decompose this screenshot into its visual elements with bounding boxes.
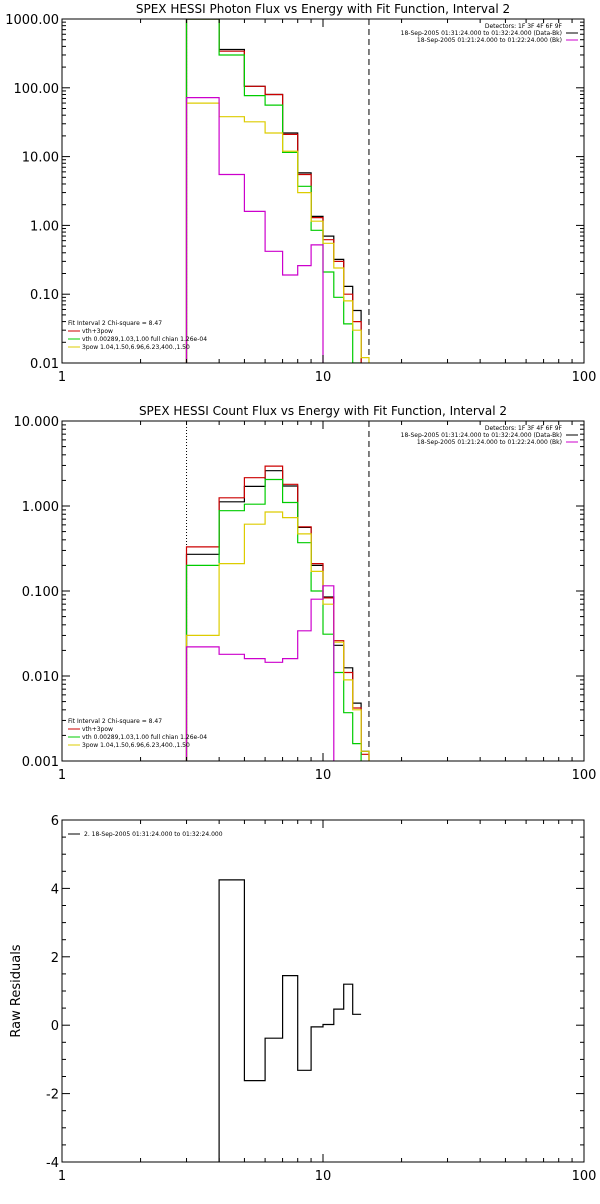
x-tick-label: 10 [315, 370, 332, 385]
legend-title: Fit Interval 2 Chi-square = 8.47 [68, 320, 162, 327]
legend-entry: vth 0.00289,1.03,1.00 full chian 1.26e-0… [82, 336, 207, 343]
annotation-text: 18-Sep-2005 01:31:24.000 to 01:32:24.000… [401, 432, 562, 439]
y-tick-label: 1.00 [30, 219, 59, 234]
y-tick-label: 2 [51, 951, 59, 966]
x-tick-label: 10 [315, 768, 332, 783]
chart-title: SPEX HESSI Count Flux vs Energy with Fit… [139, 404, 507, 418]
y-tick-label: 1000.00 [5, 13, 59, 28]
x-tick-label: 100 [572, 1169, 597, 1184]
series-1-line [185, 470, 370, 761]
y-tick-label: 4 [51, 882, 59, 897]
x-tick-label: 1 [58, 768, 66, 783]
series-4-line [185, 102, 370, 363]
y-tick-label: 0.001 [22, 755, 59, 770]
y-axis-label: Raw Residuals [9, 944, 24, 1037]
plot-area [218, 879, 362, 1162]
y-tick-label: 0.100 [22, 585, 59, 600]
series-5-line [185, 585, 335, 761]
y-tick-label: 0 [51, 1019, 59, 1034]
y-tick-label: 10.00 [22, 151, 59, 166]
y-tick-label: -2 [46, 1088, 59, 1103]
x-tick-label: 100 [572, 768, 597, 783]
legend-entry: vth+3pow [82, 726, 113, 733]
legend-title: Fit Interval 2 Chi-square = 8.47 [68, 718, 162, 725]
legend-entry: vth+3pow [82, 328, 113, 335]
x-tick-label: 1 [58, 1169, 66, 1184]
x-tick-label: 100 [572, 370, 597, 385]
annotation-text: 18-Sep-2005 01:21:24.000 to 01:22:24.000… [417, 37, 562, 44]
legend-entry: 3pow 1.04,1.50,6.96,6.23,400.,1.50 [82, 344, 190, 351]
chart-3: Raw Residuals 1 10 100 -4 -2 0 2 4 6 2. 18-Sep-200… [9, 814, 596, 1184]
y-tick-label: 1.000 [22, 500, 59, 515]
y-tick-label: 10.000 [14, 415, 60, 430]
series-3-line [185, 19, 362, 363]
y-tick-label: 0.010 [22, 670, 59, 685]
chart-2: SPEX HESSI Count Flux vs Energy with Fit… [14, 404, 597, 783]
annotation-text: 18-Sep-2005 01:21:24.000 to 01:22:24.000… [417, 439, 562, 446]
legend-entry: 3pow 1.04,1.50,6.96,6.23,400.,1.50 [82, 742, 190, 749]
chart-1: SPEX HESSI Photon Flux vs Energy with Fi… [5, 2, 596, 385]
legend-entry: 2. 18-Sep-2005 01:31:24.000 to 01:32:24.… [84, 831, 223, 838]
annotation-text: Detectors: 1F 3F 4F 6F 9F [485, 425, 563, 432]
series-2-line [185, 19, 362, 363]
annotation-text: 18-Sep-2005 01:31:24.000 to 01:32:24.000… [401, 30, 562, 37]
series-1-line [185, 19, 362, 363]
y-tick-label: 0.10 [30, 288, 59, 303]
y-tick-label: 0.01 [30, 357, 59, 372]
series-2-line [185, 465, 370, 761]
y-tick-label: 6 [51, 814, 59, 829]
plot-frame [61, 819, 585, 1163]
annotation-text: Detectors: 1F 3F 4F 6F 9F [485, 23, 563, 30]
plot-area [185, 19, 370, 363]
chart-title: SPEX HESSI Photon Flux vs Energy with Fi… [136, 2, 510, 16]
series-1-line [218, 879, 362, 1162]
series-3-line [185, 478, 362, 761]
series-5-line [185, 97, 324, 363]
legend-entry: vth 0.00289,1.03,1.00 full chian 1.26e-0… [82, 734, 207, 741]
y-tick-label: 100.00 [14, 82, 60, 97]
plot-area [185, 421, 370, 761]
x-tick-label: 1 [58, 370, 66, 385]
series-4-line [185, 511, 370, 761]
x-tick-label: 10 [315, 1169, 332, 1184]
y-tick-label: -4 [46, 1156, 59, 1171]
